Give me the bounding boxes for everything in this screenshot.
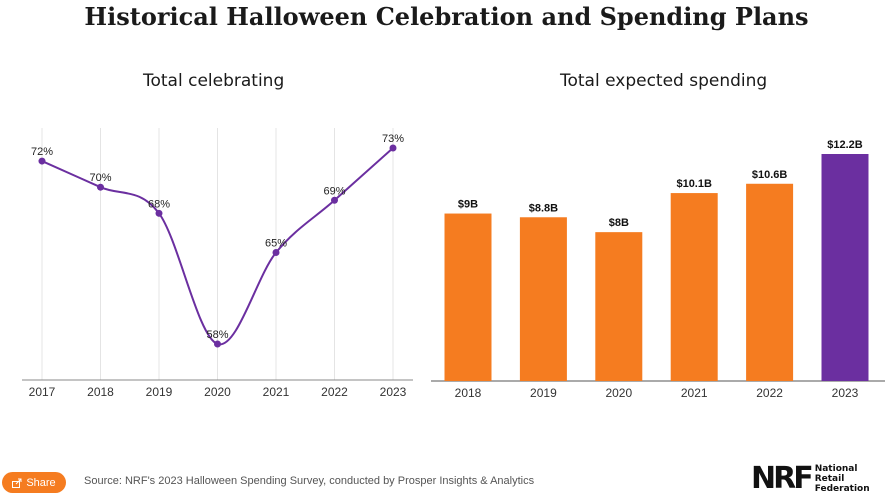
bar-value-label: $8.8B bbox=[529, 202, 558, 214]
x-tick-label: 2023 bbox=[380, 385, 407, 399]
data-label: 68% bbox=[148, 198, 170, 210]
bar bbox=[821, 154, 869, 381]
bar bbox=[444, 213, 492, 381]
bar bbox=[519, 217, 567, 381]
data-point bbox=[214, 340, 221, 348]
nrf-name-line: Federation bbox=[814, 484, 870, 494]
data-point bbox=[389, 144, 397, 152]
data-label: 70% bbox=[89, 172, 111, 184]
bar-value-label: $10.6B bbox=[752, 169, 788, 181]
nrf-name-line: National bbox=[814, 464, 858, 474]
x-tick-label: 2023 bbox=[832, 386, 859, 400]
data-label: 72% bbox=[31, 146, 53, 158]
x-tick-label: 2019 bbox=[530, 386, 557, 400]
x-tick-label: 2020 bbox=[605, 386, 632, 400]
bar bbox=[670, 193, 718, 381]
bar-value-label: $10.1B bbox=[676, 178, 712, 190]
x-tick-label: 2017 bbox=[29, 385, 56, 399]
data-point bbox=[38, 157, 46, 165]
data-point bbox=[272, 249, 280, 257]
bar-value-label: $8B bbox=[609, 217, 629, 229]
x-tick-label: 2019 bbox=[146, 385, 173, 399]
page-title: Historical Halloween Celebration and Spe… bbox=[84, 2, 809, 31]
nrf-logo: NRF National Retail Federation bbox=[751, 461, 870, 496]
x-tick-label: 2021 bbox=[263, 385, 290, 399]
bar-value-label: $12.2B bbox=[827, 139, 863, 151]
spending-chart-title: Total expected spending bbox=[560, 71, 768, 91]
nrf-wordmark: NRF bbox=[751, 461, 814, 496]
nrf-name-line: Retail bbox=[814, 474, 845, 484]
source-note: Source: NRF's 2023 Halloween Spending Su… bbox=[84, 475, 535, 487]
bar bbox=[746, 183, 794, 381]
x-tick-label: 2018 bbox=[87, 385, 114, 399]
data-point bbox=[155, 209, 163, 217]
celebrating-chart-title: Total celebrating bbox=[143, 71, 285, 91]
x-tick-label: 2018 bbox=[455, 386, 482, 400]
nrf-name: National Retail Federation bbox=[815, 464, 870, 494]
data-point bbox=[97, 183, 104, 191]
x-tick-label: 2022 bbox=[756, 386, 783, 400]
bar-value-label: $9B bbox=[458, 199, 478, 211]
data-label: 58% bbox=[206, 329, 228, 341]
share-label: Share bbox=[26, 476, 56, 489]
data-label: 65% bbox=[265, 238, 287, 250]
data-label: 69% bbox=[323, 185, 345, 197]
data-point bbox=[331, 196, 338, 204]
x-tick-label: 2022 bbox=[321, 385, 348, 399]
bar bbox=[595, 232, 643, 381]
x-tick-label: 2021 bbox=[681, 386, 708, 400]
data-label: 73% bbox=[382, 133, 404, 145]
share-icon bbox=[12, 478, 22, 488]
share-button[interactable]: Share bbox=[2, 472, 66, 493]
x-tick-label: 2020 bbox=[204, 385, 231, 399]
